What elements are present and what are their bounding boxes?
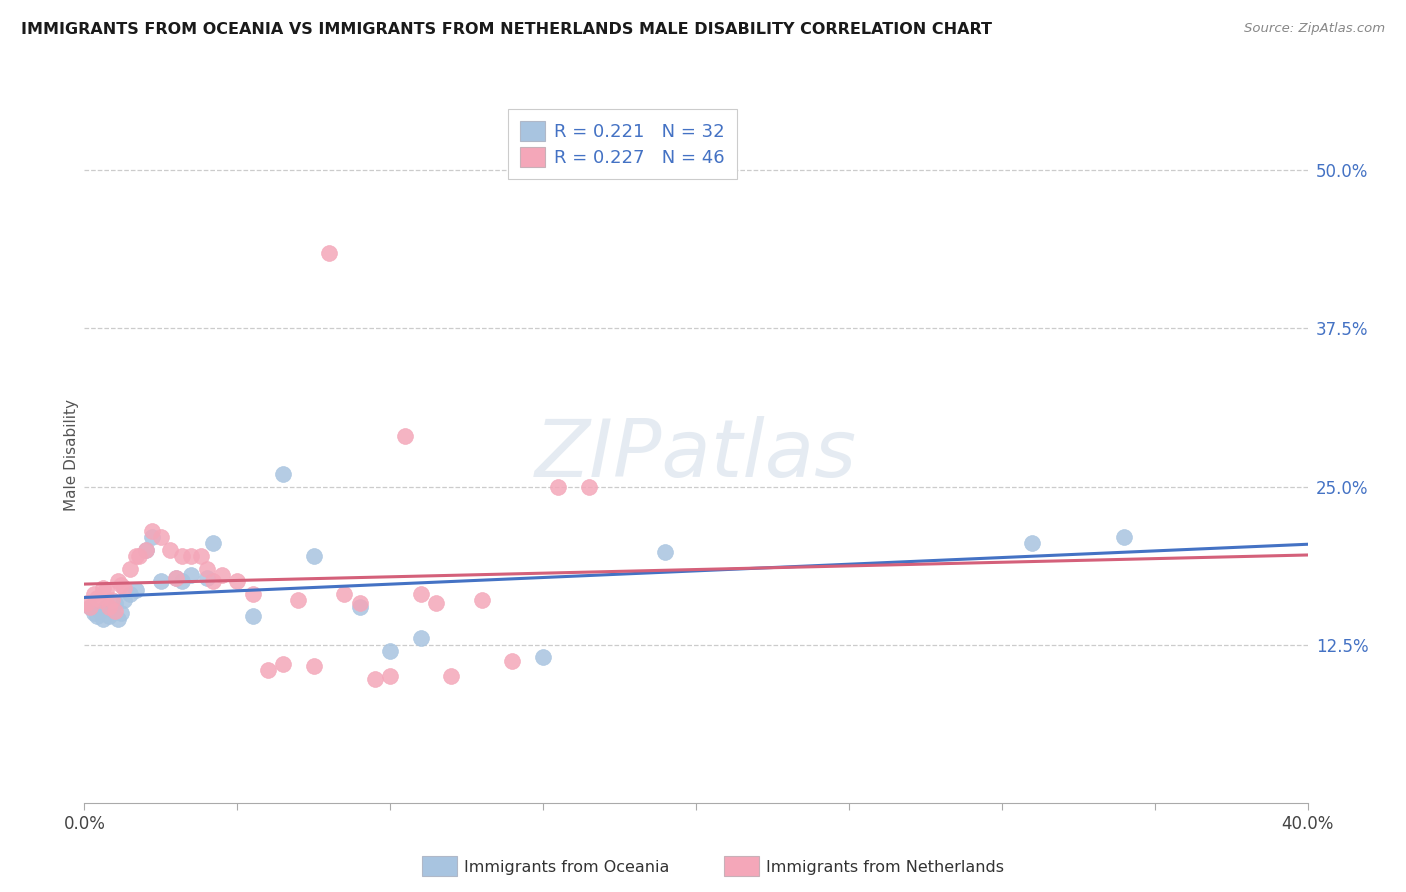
Point	[76, 596, 98, 610]
Point	[159, 542, 181, 557]
Point	[242, 608, 264, 623]
Point	[578, 479, 600, 493]
Text: ZIPatlas: ZIPatlas	[534, 416, 858, 494]
Point	[318, 245, 340, 260]
Point	[89, 603, 111, 617]
Y-axis label: Male Disability: Male Disability	[63, 399, 79, 511]
Point	[201, 536, 224, 550]
Point	[112, 593, 135, 607]
Point	[94, 583, 117, 598]
Point	[257, 663, 280, 677]
Point	[97, 599, 120, 614]
Point	[271, 657, 294, 671]
Point	[180, 568, 202, 582]
Point	[333, 587, 356, 601]
Point	[91, 581, 114, 595]
Point	[101, 602, 124, 616]
Point	[89, 593, 111, 607]
Point	[135, 542, 157, 557]
Point	[120, 587, 142, 601]
Point	[165, 571, 187, 585]
Text: Immigrants from Oceania: Immigrants from Oceania	[464, 860, 669, 874]
Point	[110, 578, 132, 592]
Point	[654, 545, 676, 559]
Point	[349, 596, 371, 610]
Point	[211, 568, 233, 582]
Point	[394, 429, 416, 443]
Point	[141, 524, 163, 538]
Text: Immigrants from Netherlands: Immigrants from Netherlands	[766, 860, 1004, 874]
Point	[104, 603, 127, 617]
Point	[128, 549, 150, 563]
Point	[125, 549, 148, 563]
Point	[149, 574, 172, 589]
Point	[201, 574, 224, 589]
Point	[242, 587, 264, 601]
Point	[380, 644, 402, 658]
Point	[409, 587, 432, 601]
Point	[107, 612, 129, 626]
Point	[110, 606, 132, 620]
Point	[101, 593, 124, 607]
Point	[141, 530, 163, 544]
Point	[86, 591, 108, 605]
Point	[195, 562, 218, 576]
Point	[149, 530, 172, 544]
Point	[125, 583, 148, 598]
Point	[364, 672, 387, 686]
Point	[195, 571, 218, 585]
Point	[380, 669, 402, 683]
Point	[287, 593, 309, 607]
Point	[547, 479, 569, 493]
Legend: R = 0.221   N = 32, R = 0.227   N = 46: R = 0.221 N = 32, R = 0.227 N = 46	[509, 109, 737, 178]
Point	[165, 571, 187, 585]
Point	[104, 596, 127, 610]
Point	[471, 593, 494, 607]
Point	[79, 599, 101, 614]
Point	[226, 574, 249, 589]
Text: IMMIGRANTS FROM OCEANIA VS IMMIGRANTS FROM NETHERLANDS MALE DISABILITY CORRELATI: IMMIGRANTS FROM OCEANIA VS IMMIGRANTS FR…	[21, 22, 993, 37]
Point	[79, 599, 101, 614]
Point	[302, 549, 325, 563]
Point	[531, 650, 554, 665]
Point	[83, 606, 105, 620]
Point	[97, 608, 120, 623]
Point	[440, 669, 463, 683]
Point	[180, 549, 202, 563]
Point	[425, 596, 447, 610]
Point	[271, 467, 294, 481]
Point	[349, 599, 371, 614]
Text: Source: ZipAtlas.com: Source: ZipAtlas.com	[1244, 22, 1385, 36]
Point	[86, 608, 108, 623]
Point	[91, 612, 114, 626]
Point	[83, 587, 105, 601]
Point	[135, 542, 157, 557]
Point	[172, 574, 194, 589]
Point	[409, 632, 432, 646]
Point	[94, 599, 117, 614]
Point	[1114, 530, 1136, 544]
Point	[107, 574, 129, 589]
Point	[302, 659, 325, 673]
Point	[120, 562, 142, 576]
Point	[502, 654, 524, 668]
Point	[172, 549, 194, 563]
Point	[112, 581, 135, 595]
Point	[1021, 536, 1043, 550]
Point	[190, 549, 212, 563]
